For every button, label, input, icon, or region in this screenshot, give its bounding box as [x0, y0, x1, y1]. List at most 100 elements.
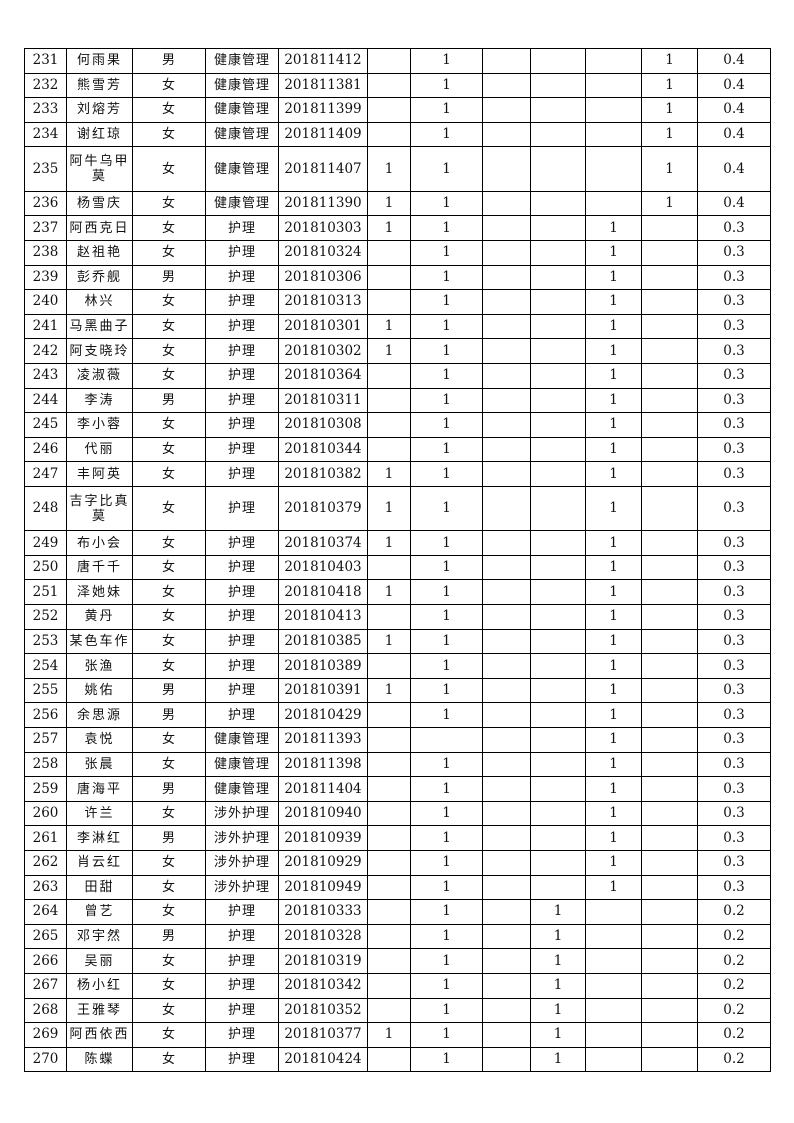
- cell-name: 吴丽: [66, 948, 133, 974]
- cell-student-id: 201810324: [278, 239, 368, 266]
- cell-c6: [641, 825, 698, 851]
- cell-gender: 女: [132, 874, 206, 901]
- cell-student-id: 201810949: [278, 874, 368, 901]
- cell-no: 254: [24, 653, 67, 679]
- cell-name: 谢红琼: [66, 121, 133, 148]
- cell-c3: [482, 461, 531, 487]
- cell-c1: [367, 604, 411, 630]
- cell-c1: [367, 972, 411, 999]
- cell-c4: [530, 412, 586, 438]
- cell-c2: 1: [410, 948, 483, 974]
- cell-gender: 女: [132, 727, 206, 753]
- cell-c1: [367, 289, 411, 315]
- table-row: 245 李小蓉女护理 201810308 1 1 0.3: [24, 412, 771, 438]
- cell-score: 0.4: [697, 121, 771, 148]
- cell-c5: 1: [585, 825, 642, 851]
- cell-student-id: 201810377: [278, 1022, 368, 1048]
- cell-c6: [641, 923, 698, 950]
- cell-score: 0.2: [697, 899, 771, 925]
- cell-student-id: 201810328: [278, 923, 368, 950]
- cell-student-id: 201811404: [278, 776, 368, 802]
- cell-name: 张晨: [66, 751, 133, 778]
- cell-gender: 女: [132, 751, 206, 778]
- cell-c5: [585, 72, 642, 99]
- table-row: 262 肖云红女涉外护理 201810929 1 1 0.3: [24, 850, 771, 876]
- cell-score: 0.3: [697, 530, 771, 556]
- cell-major: 护理: [205, 362, 279, 389]
- cell-c6: [641, 215, 698, 241]
- cell-c5: [585, 948, 642, 974]
- cell-c2: 1: [410, 997, 483, 1024]
- cell-c1: [367, 97, 411, 123]
- cell-score: 0.2: [697, 972, 771, 999]
- cell-no: 255: [24, 677, 67, 704]
- table-row: 243 凌淑薇女护理 201810364 1 1 0.3: [24, 362, 771, 389]
- cell-c1: [367, 48, 411, 74]
- cell-c5: [585, 997, 642, 1024]
- cell-student-id: 201810319: [278, 948, 368, 974]
- cell-gender: 女: [132, 362, 206, 389]
- cell-c3: [482, 121, 531, 148]
- cell-c6: 1: [641, 72, 698, 99]
- cell-c4: [530, 628, 586, 655]
- cell-c3: [482, 677, 531, 704]
- cell-gender: 女: [132, 72, 206, 99]
- cell-major: 涉外护理: [205, 825, 279, 851]
- cell-c1: [367, 239, 411, 266]
- cell-gender: 女: [132, 436, 206, 463]
- cell-c6: [641, 554, 698, 581]
- cell-c6: [641, 289, 698, 315]
- cell-c6: [641, 702, 698, 729]
- cell-c1: [367, 825, 411, 851]
- cell-score: 0.4: [697, 190, 771, 217]
- cell-c5: 1: [585, 338, 642, 364]
- cell-c1: [367, 776, 411, 802]
- cell-no: 238: [24, 239, 67, 266]
- cell-c1: 1: [367, 628, 411, 655]
- cell-student-id: 201811407: [278, 146, 368, 192]
- cell-gender: 女: [132, 239, 206, 266]
- cell-major: 护理: [205, 461, 279, 487]
- cell-score: 0.4: [697, 97, 771, 123]
- cell-c6: [641, 948, 698, 974]
- cell-c5: [585, 972, 642, 999]
- cell-no: 245: [24, 412, 67, 438]
- cell-no: 236: [24, 190, 67, 217]
- cell-c1: [367, 948, 411, 974]
- cell-gender: 女: [132, 653, 206, 679]
- cell-student-id: 201810308: [278, 412, 368, 438]
- cell-gender: 女: [132, 121, 206, 148]
- cell-c4: [530, 97, 586, 123]
- cell-major: 健康管理: [205, 776, 279, 802]
- cell-score: 0.3: [697, 289, 771, 315]
- table-row: 257 袁悦女健康管理 201811393 1 0.3: [24, 727, 771, 753]
- cell-c6: 1: [641, 121, 698, 148]
- cell-score: 0.3: [697, 751, 771, 778]
- cell-student-id: 201810429: [278, 702, 368, 729]
- table-row: 269 阿西依西女护理 201810377 1 1 1 0.2: [24, 1022, 771, 1048]
- cell-student-id: 201810403: [278, 554, 368, 581]
- cell-c2: 1: [410, 1022, 483, 1048]
- cell-c5: 1: [585, 776, 642, 802]
- cell-c6: 1: [641, 146, 698, 192]
- cell-no: 247: [24, 461, 67, 487]
- cell-c5: 1: [585, 800, 642, 827]
- cell-gender: 女: [132, 579, 206, 606]
- cell-c2: 1: [410, 1046, 483, 1073]
- cell-no: 263: [24, 874, 67, 901]
- cell-gender: 男: [132, 387, 206, 414]
- cell-c2: 1: [410, 485, 483, 532]
- cell-c2: 1: [410, 461, 483, 487]
- table-row: 244 李涛男护理 201810311 1 1 0.3: [24, 387, 771, 414]
- cell-major: 健康管理: [205, 121, 279, 148]
- cell-c5: 1: [585, 289, 642, 315]
- cell-major: 护理: [205, 239, 279, 266]
- cell-c3: [482, 923, 531, 950]
- cell-c1: [367, 997, 411, 1024]
- cell-gender: 女: [132, 1046, 206, 1073]
- cell-c1: 1: [367, 338, 411, 364]
- cell-major: 护理: [205, 215, 279, 241]
- cell-name: 林兴: [66, 289, 133, 315]
- cell-no: 262: [24, 850, 67, 876]
- cell-student-id: 201810385: [278, 628, 368, 655]
